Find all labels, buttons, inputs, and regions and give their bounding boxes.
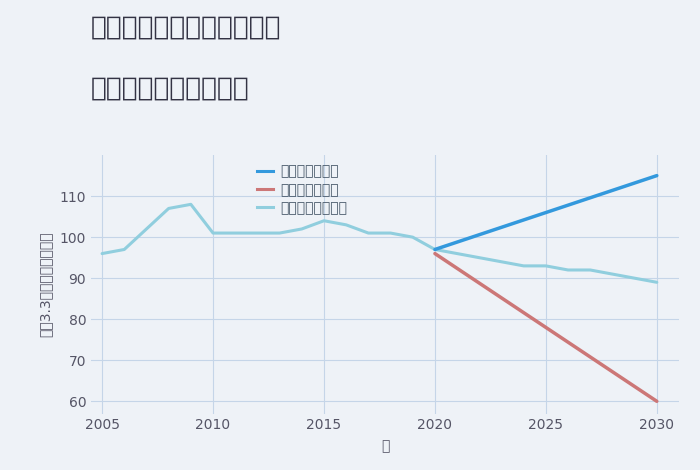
ノーマルシナリオ bbox=[164, 205, 173, 211]
Y-axis label: 坪（3.3㎡）単価（万円）: 坪（3.3㎡）単価（万円） bbox=[38, 232, 52, 337]
Text: 中古戸建ての価格推移: 中古戸建ての価格推移 bbox=[91, 75, 250, 101]
ノーマルシナリオ bbox=[430, 247, 439, 252]
バッドシナリオ bbox=[542, 325, 550, 330]
グッドシナリオ bbox=[652, 173, 661, 179]
グッドシナリオ bbox=[430, 247, 439, 252]
ノーマルシナリオ bbox=[209, 230, 217, 236]
ノーマルシナリオ bbox=[320, 218, 328, 224]
ノーマルシナリオ bbox=[453, 251, 461, 257]
ノーマルシナリオ bbox=[364, 230, 372, 236]
ノーマルシナリオ bbox=[497, 259, 505, 265]
ノーマルシナリオ bbox=[298, 226, 306, 232]
ノーマルシナリオ bbox=[608, 271, 617, 277]
Text: 兵庫県姫路市北条永良町の: 兵庫県姫路市北条永良町の bbox=[91, 14, 281, 40]
ノーマルシナリオ bbox=[475, 255, 484, 260]
ノーマルシナリオ bbox=[253, 230, 262, 236]
ノーマルシナリオ bbox=[542, 263, 550, 269]
Line: バッドシナリオ: バッドシナリオ bbox=[435, 254, 657, 401]
ノーマルシナリオ bbox=[631, 275, 639, 281]
ノーマルシナリオ bbox=[275, 230, 284, 236]
Line: グッドシナリオ: グッドシナリオ bbox=[435, 176, 657, 250]
ノーマルシナリオ bbox=[231, 230, 239, 236]
ノーマルシナリオ bbox=[586, 267, 594, 273]
ノーマルシナリオ bbox=[142, 226, 150, 232]
ノーマルシナリオ bbox=[409, 235, 417, 240]
X-axis label: 年: 年 bbox=[381, 439, 389, 454]
Line: ノーマルシナリオ: ノーマルシナリオ bbox=[102, 204, 657, 282]
グッドシナリオ bbox=[542, 210, 550, 215]
ノーマルシナリオ bbox=[564, 267, 573, 273]
ノーマルシナリオ bbox=[187, 202, 195, 207]
ノーマルシナリオ bbox=[98, 251, 106, 257]
ノーマルシナリオ bbox=[652, 280, 661, 285]
Legend: グッドシナリオ, バッドシナリオ, ノーマルシナリオ: グッドシナリオ, バッドシナリオ, ノーマルシナリオ bbox=[257, 164, 347, 215]
ノーマルシナリオ bbox=[342, 222, 351, 227]
ノーマルシナリオ bbox=[120, 247, 129, 252]
ノーマルシナリオ bbox=[386, 230, 395, 236]
ノーマルシナリオ bbox=[519, 263, 528, 269]
バッドシナリオ bbox=[652, 399, 661, 404]
バッドシナリオ bbox=[430, 251, 439, 257]
